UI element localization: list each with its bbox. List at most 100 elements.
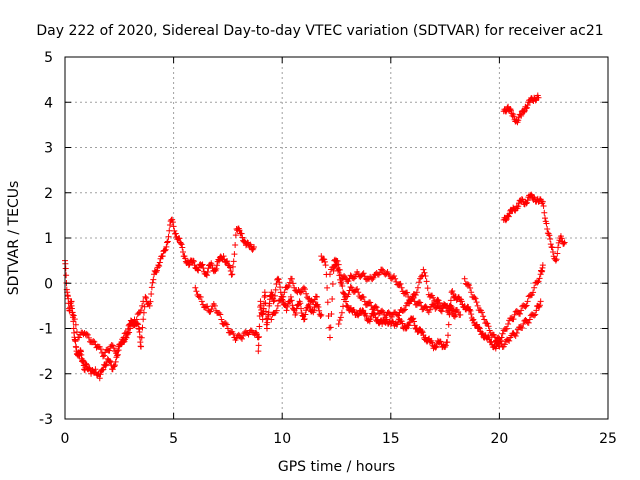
data-point-interp [195, 267, 202, 274]
data-point [405, 293, 412, 300]
data-point-interp [85, 334, 92, 341]
data-point-interp [224, 258, 231, 265]
data-point-interp [217, 311, 224, 318]
data-point-interp [239, 335, 246, 342]
data-point [420, 266, 427, 273]
data-point [470, 316, 477, 323]
x-tick-label: 5 [169, 431, 178, 447]
data-point [68, 302, 75, 309]
data-point-interp [256, 333, 263, 340]
data-point-interp [523, 199, 530, 206]
data-point-interp [522, 303, 529, 310]
data-point-interp [239, 234, 246, 241]
data-point [313, 302, 320, 309]
data-point-interp [329, 281, 336, 288]
data-point-interp [100, 366, 107, 373]
data-point-interp [169, 219, 176, 226]
data-point-interp [532, 311, 539, 318]
data-point-interp [298, 288, 305, 295]
data-point [101, 352, 108, 359]
data-point-interp [336, 266, 343, 273]
data-point-interp [338, 309, 345, 316]
data-point-interp [180, 249, 187, 256]
data-point-interp [479, 309, 486, 316]
data-point [172, 230, 179, 237]
data-point-interp [528, 291, 535, 298]
data-point-interp [510, 316, 517, 323]
data-point-interp [321, 258, 328, 265]
data-point-interp [367, 316, 374, 323]
data-point-interp [179, 244, 186, 251]
data-point-interp [213, 265, 220, 272]
data-point [211, 302, 218, 309]
data-point-interp [288, 297, 295, 304]
data-point-interp [523, 302, 530, 309]
data-point-interp [197, 293, 204, 300]
data-point [474, 302, 481, 309]
data-point-interp [306, 303, 313, 310]
data-point-interp [327, 324, 334, 331]
data-point-interp [193, 288, 200, 295]
data-point [498, 334, 505, 341]
data-point-interp [433, 343, 440, 350]
data-point-interp [421, 269, 428, 276]
data-point-interp [450, 290, 457, 297]
data-point-interp [277, 284, 284, 291]
data-point-interp [107, 359, 114, 366]
data-point-interp [546, 232, 553, 239]
data-point-interp [292, 310, 299, 317]
data-point [274, 302, 281, 309]
data-point-interp [464, 281, 471, 288]
data-point [220, 253, 227, 260]
data-point-interp [227, 264, 234, 271]
data-point-interp [517, 310, 524, 317]
data-point-interp [261, 300, 268, 307]
data-point-interp [70, 312, 77, 319]
data-point-interp [467, 284, 474, 291]
data-point-interp [354, 285, 361, 292]
data-point-interp [263, 316, 270, 323]
data-point-interp [295, 301, 302, 308]
data-point-interp [510, 113, 517, 120]
data-point-interp [536, 275, 543, 282]
x-tick-label: 15 [382, 431, 400, 447]
data-point-interp [204, 303, 211, 310]
data-point-interp [315, 304, 322, 311]
data-point [198, 298, 205, 305]
x-tick-label: 0 [61, 431, 70, 447]
data-point-interp [547, 241, 554, 248]
data-point [274, 275, 281, 282]
data-point-interp [177, 240, 184, 247]
data-point [537, 298, 544, 305]
data-point-interp [72, 321, 79, 328]
data-point-interp [540, 202, 547, 209]
data-point-interp [436, 299, 443, 306]
data-point [452, 311, 459, 318]
data-point [120, 334, 127, 341]
data-point [164, 239, 171, 246]
data-point [190, 257, 197, 264]
data-point-interp [271, 297, 278, 304]
data-point [287, 293, 294, 300]
data-point-interp [426, 306, 433, 313]
data-point [531, 284, 538, 291]
data-point [192, 284, 199, 291]
data-point-interp [298, 305, 305, 312]
data-point [250, 244, 257, 251]
data-point-interp [166, 222, 173, 229]
data-point-interp [401, 306, 408, 313]
data-point-interp [504, 325, 511, 332]
data-point-interp [424, 285, 431, 292]
data-point-interp [106, 347, 113, 354]
data-point [335, 320, 342, 327]
data-point [268, 316, 275, 323]
data-point-interp [302, 311, 309, 318]
data-point-interp [288, 275, 295, 282]
data-point-interp [465, 282, 472, 289]
data-point [185, 262, 192, 269]
data-point-interp [423, 304, 430, 311]
data-point-interp [305, 301, 312, 308]
data-point-interp [369, 276, 376, 283]
data-point-interp [408, 296, 415, 303]
data-point-interp [272, 286, 279, 293]
